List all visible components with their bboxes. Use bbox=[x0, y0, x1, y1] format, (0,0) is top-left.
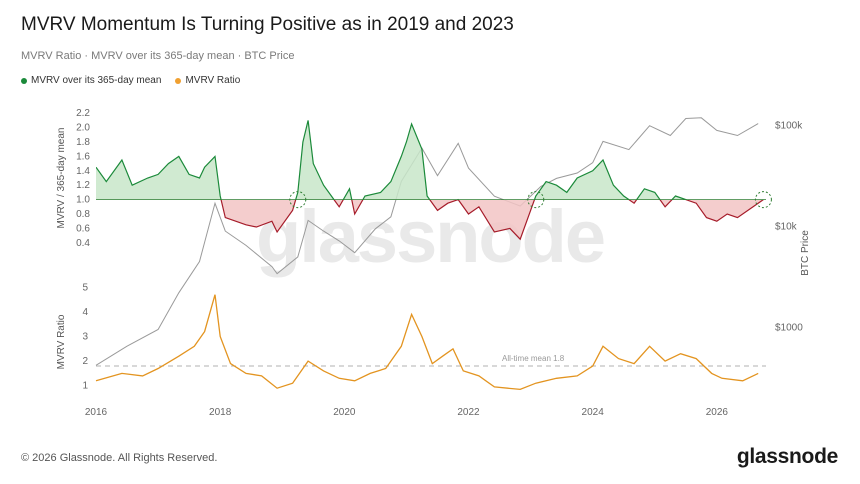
top-y-tick-label: 2.0 bbox=[76, 123, 90, 134]
mvrv-ratio-line bbox=[95, 294, 759, 391]
x-tick-label: 2024 bbox=[582, 407, 605, 418]
annotation-circle bbox=[527, 191, 545, 209]
x-tick-label: 2026 bbox=[706, 407, 729, 418]
chart-legend: MVRV over its 365-day mean MVRV Ratio bbox=[21, 75, 240, 86]
watermark-text: glassnode bbox=[256, 195, 604, 278]
chart-title: MVRV Momentum Is Turning Positive as in … bbox=[21, 14, 514, 35]
legend-swatch-mvrv-ratio bbox=[175, 77, 182, 84]
annotation-circle bbox=[754, 191, 772, 209]
top-y-tick-label: 1.8 bbox=[76, 137, 90, 148]
price-axis-title: BTC Price bbox=[800, 230, 811, 276]
bottom-y-tick-label: 1 bbox=[82, 381, 88, 392]
chart-subtitle: MVRV Ratio · MVRV over its 365-day mean … bbox=[21, 50, 295, 62]
annotation-circle bbox=[289, 191, 307, 209]
legend-label-mvrv-ratio: MVRV Ratio bbox=[185, 75, 241, 86]
glassnode-logo[interactable]: glassnode bbox=[736, 445, 838, 468]
legend-item-mvrv-mean[interactable]: MVRV over its 365-day mean bbox=[21, 75, 161, 86]
bottom-y-axis-title: MVRV Ratio bbox=[56, 314, 67, 369]
top-y-tick-label: 1.2 bbox=[76, 180, 90, 191]
bottom-y-tick-label: 5 bbox=[82, 282, 88, 293]
top-y-tick-label: 0.4 bbox=[76, 238, 90, 249]
all-time-mean-label: All-time mean 1.8 bbox=[502, 354, 565, 363]
x-tick-label: 2020 bbox=[333, 407, 356, 418]
top-y-tick-label: 1.6 bbox=[76, 151, 90, 162]
mvrv-mean-line-above bbox=[96, 120, 764, 200]
price-axis-tick-label: $10k bbox=[775, 222, 798, 233]
top-y-tick-label: 2.2 bbox=[76, 108, 90, 119]
price-axis-tick-label: $1000 bbox=[775, 322, 803, 333]
price-axis-tick-label: $100k bbox=[775, 121, 803, 132]
bottom-y-tick-label: 4 bbox=[82, 307, 88, 318]
top-y-tick-label: 1.0 bbox=[76, 195, 90, 206]
legend-item-mvrv-ratio[interactable]: MVRV Ratio bbox=[175, 75, 240, 86]
mvrv-mean-fill-above bbox=[96, 120, 686, 200]
legend-swatch-mvrv-mean bbox=[21, 77, 27, 84]
top-y-tick-label: 0.6 bbox=[76, 223, 90, 234]
x-tick-label: 2022 bbox=[457, 407, 480, 418]
bottom-y-tick-label: 3 bbox=[82, 332, 88, 343]
x-tick-label: 2016 bbox=[85, 407, 108, 418]
top-y-tick-label: 0.8 bbox=[76, 209, 90, 220]
copyright-footer: © 2026 Glassnode. All Rights Reserved. bbox=[21, 452, 218, 464]
x-tick-label: 2018 bbox=[209, 407, 232, 418]
legend-label-mvrv-mean: MVRV over its 365-day mean bbox=[31, 75, 162, 86]
top-y-tick-label: 1.4 bbox=[76, 166, 90, 177]
bottom-y-tick-label: 2 bbox=[82, 356, 88, 367]
top-y-axis-title: MVRV / 365-day mean bbox=[56, 128, 67, 229]
